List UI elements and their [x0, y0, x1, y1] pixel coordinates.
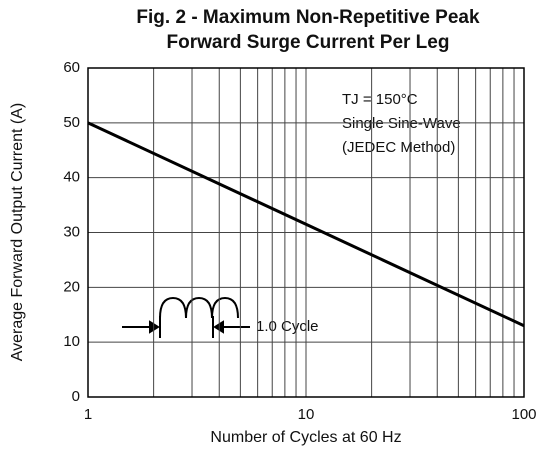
sine-wave	[159, 296, 239, 319]
y-tick-label: 10	[63, 333, 80, 350]
x-tick-label: 1	[84, 406, 92, 423]
chart-title: Forward Surge Current Per Leg	[167, 32, 450, 53]
y-tick-label: 50	[63, 114, 80, 131]
x-tick-label: 100	[511, 406, 536, 423]
x-axis-label: Number of Cycles at 60 Hz	[210, 429, 401, 446]
y-tick-label: 0	[72, 388, 80, 405]
y-tick-label: 60	[63, 59, 80, 76]
series-line	[87, 121, 525, 328]
annotation: TJ = 150°C	[342, 91, 418, 108]
y-axis-label: Average Forward Output Current (A)	[9, 103, 26, 361]
y-tick-label: 40	[63, 169, 80, 186]
annotation: Single Sine-Wave	[342, 115, 461, 132]
annotation: (JEDEC Method)	[342, 139, 455, 156]
x-tick-label: 10	[298, 406, 315, 423]
annotation: 1.0 Cycle	[256, 318, 319, 335]
plot-frame	[87, 67, 525, 398]
chart-title: Fig. 2 - Maximum Non-Repetitive Peak	[136, 7, 480, 28]
cycle-symbol	[122, 296, 250, 338]
y-tick-label: 20	[63, 278, 80, 295]
y-tick-label: 30	[63, 223, 80, 240]
